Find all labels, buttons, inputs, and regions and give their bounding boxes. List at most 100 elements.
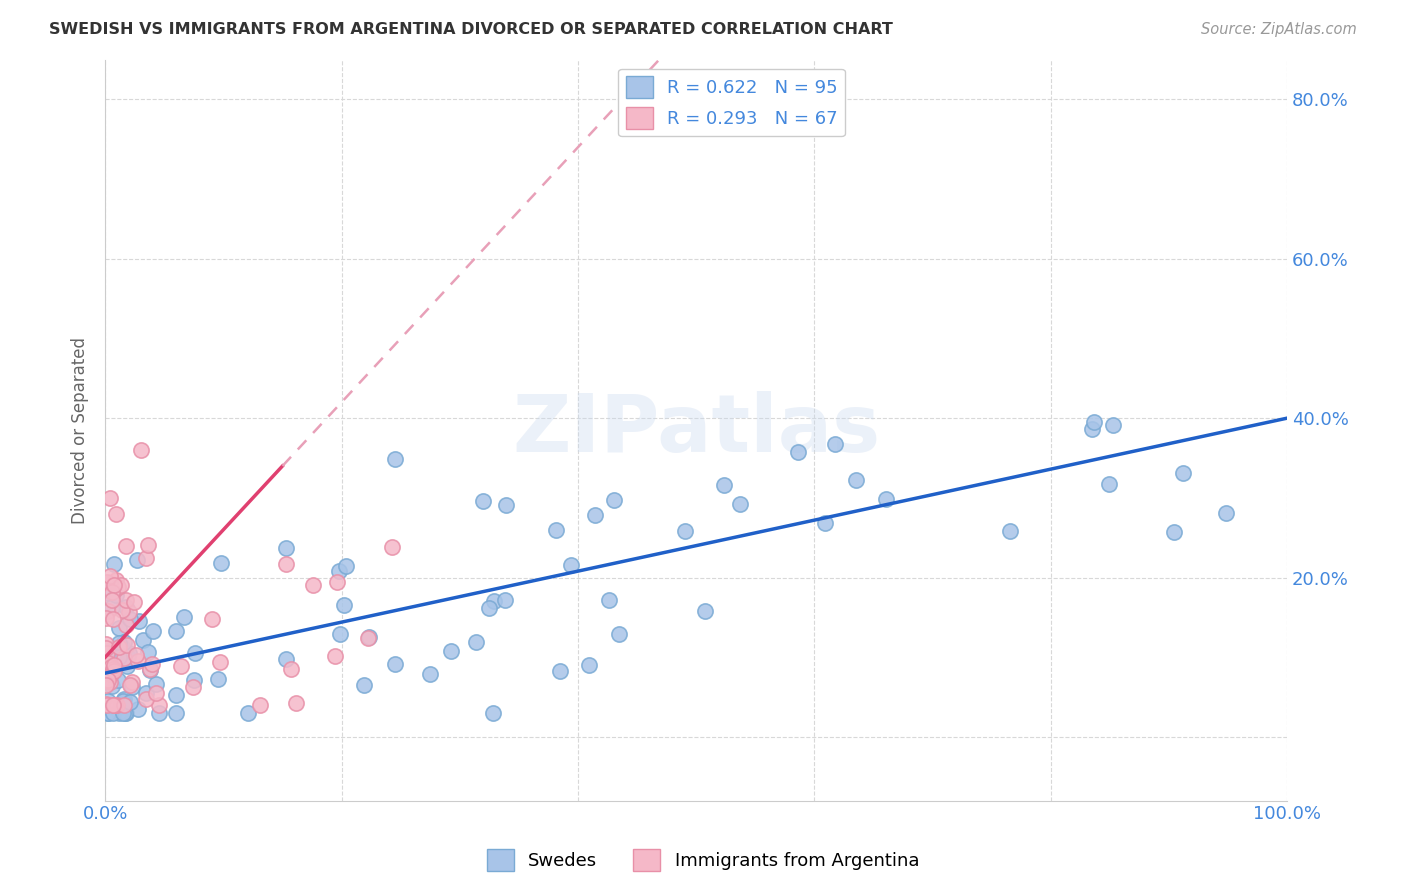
Point [110,578,132,592]
Point [249,698,271,712]
Point [103,657,125,672]
Point [138,644,160,658]
Point [103,665,125,679]
Point [101,585,124,599]
Point [103,698,125,712]
Point [1080,422,1102,436]
Point [105,588,128,602]
Point [183,673,205,687]
Point [98,674,121,689]
Point [118,678,141,692]
Point [207,673,229,687]
Point [101,592,124,607]
Point [97,585,120,599]
Point [115,592,138,607]
Point [100,666,122,681]
Point [673,524,696,538]
Point [875,492,897,507]
Point [165,624,187,638]
Point [181,680,204,694]
Point [1163,524,1185,539]
Point [112,691,135,706]
Point [165,688,187,702]
Point [97,673,120,687]
Point [165,706,187,720]
Point [107,636,129,650]
Point [139,663,162,677]
Point [274,541,297,555]
Point [114,706,136,720]
Point [112,651,135,665]
Point [97,604,120,618]
Point [96,640,118,655]
Point [1173,466,1195,480]
Point [115,638,138,652]
Point [112,706,135,720]
Point [101,706,124,720]
Point [548,665,571,679]
Point [274,651,297,665]
Text: ZIPatlas: ZIPatlas [512,391,880,469]
Point [132,632,155,647]
Point [824,436,846,450]
Point [105,573,128,587]
Point [98,575,121,590]
Point [125,553,148,567]
Point [728,497,751,511]
Point [285,696,308,710]
Point [139,662,162,676]
Point [1215,506,1237,520]
Point [111,704,134,718]
Point [141,657,163,671]
Point [495,592,517,607]
Point [1101,417,1123,432]
Point [98,491,121,505]
Text: SWEDISH VS IMMIGRANTS FROM ARGENTINA DIVORCED OR SEPARATED CORRELATION CHART: SWEDISH VS IMMIGRANTS FROM ARGENTINA DIV… [49,22,893,37]
Point [787,445,810,459]
Point [107,673,129,688]
Point [101,600,124,615]
Point [280,662,302,676]
Point [353,678,375,692]
Point [114,599,136,614]
Point [384,452,406,467]
Point [332,598,354,612]
Point [129,443,152,458]
Point [96,575,118,590]
Point [96,698,118,712]
Point [97,706,120,720]
Point [209,556,232,570]
Point [998,524,1021,538]
Point [603,493,626,508]
Point [107,581,129,595]
Point [148,698,170,712]
Point [478,601,501,615]
Point [440,643,463,657]
Point [96,611,118,625]
Point [274,558,297,572]
Point [100,660,122,674]
Point [693,604,716,618]
Point [136,538,159,552]
Point [173,610,195,624]
Point [1083,415,1105,429]
Point [598,592,620,607]
Point [335,558,357,573]
Point [326,575,349,590]
Point [583,508,606,522]
Point [104,507,127,521]
Point [201,612,224,626]
Point [381,540,404,554]
Point [148,706,170,720]
Point [115,659,138,673]
Point [96,697,118,711]
Point [125,648,148,662]
Point [101,698,124,712]
Point [114,706,136,720]
Point [104,660,127,674]
Point [127,702,149,716]
Point [101,612,124,626]
Point [97,706,120,720]
Point [120,612,142,626]
Point [103,558,125,572]
